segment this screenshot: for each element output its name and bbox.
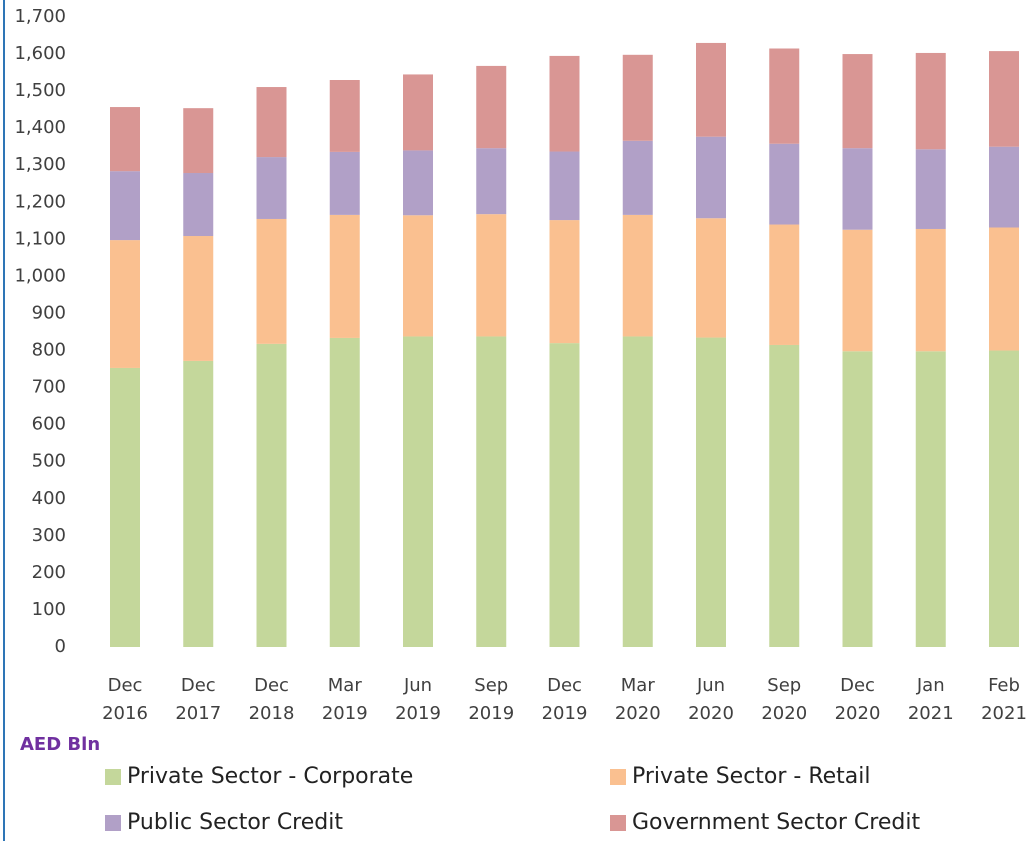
bar-segment [403,74,433,151]
y-tick-label: 1,700 [14,6,66,27]
x-tick-label: Dec 2017 [175,675,221,724]
bar-segment [549,55,580,152]
y-tick-label: 600 [32,414,66,435]
bar-segment [403,150,433,216]
bar-segment [256,218,287,344]
bar-segment [403,215,433,337]
x-tick-label: Mar 2020 [615,675,661,724]
y-tick-label: 0 [55,636,66,657]
bar-segment [842,54,873,149]
bar-segment [622,140,653,215]
bar-segment [329,80,360,152]
legend-swatch [610,769,626,785]
bar-segment [256,343,287,647]
bar-segment [915,149,946,229]
y-tick-label: 1,100 [14,228,66,249]
bar-segment [183,360,214,647]
y-tick-label: 500 [32,451,66,472]
bar-segment [989,51,1019,147]
legend-label: Government Sector Credit [632,810,920,835]
bar-segment [549,151,580,221]
bar-segment [842,351,873,647]
bar-segment [183,108,214,174]
x-tick-label: Dec 2018 [249,675,295,724]
y-tick-label: 300 [32,525,66,546]
bar-segment [110,367,140,647]
bar-segment [696,136,726,219]
bar-segment [110,107,140,172]
bar-segment [549,343,580,647]
bar-segment [256,157,287,219]
y-tick-label: 1,000 [14,265,66,286]
bar-segment [329,214,360,338]
y-unit: AED Bln [20,734,100,755]
bar-segment [696,42,726,137]
bar-segment [403,336,433,647]
bar-segment [329,337,360,647]
bar-segment [769,224,800,345]
y-tick-label: 100 [32,599,66,620]
bar-segment [769,344,800,647]
bar-segment [256,87,287,158]
bar-segment [476,336,507,647]
legend-label: Private Sector - Corporate [127,764,413,789]
bar-segment [989,146,1019,228]
bar-segment [915,228,946,352]
bar-segment [842,148,873,230]
bar-segment [622,214,653,337]
bar-segment [915,351,946,647]
x-tick-label: Sep 2019 [468,675,514,724]
y-tick-label: 800 [32,340,66,361]
bar-segment [110,171,140,241]
bar-segment [549,220,580,344]
bar-segment [989,227,1019,351]
bar-segment [696,218,726,338]
y-tick-label: 1,500 [14,80,66,101]
bar-segment [476,148,507,215]
bar-segment [476,214,507,337]
x-tick-label: Dec 2020 [835,675,881,724]
y-tick-label: 900 [32,302,66,323]
bar-segment [183,173,214,237]
bar-segment [915,52,946,150]
y-tick-label: 700 [32,377,66,398]
bar-segment [696,337,726,647]
y-tick-label: 1,200 [14,191,66,212]
legend-swatch [610,815,626,831]
bar-segment [989,350,1019,647]
bar-segment [183,236,214,361]
y-tick-label: 400 [32,488,66,509]
legend-label: Private Sector - Retail [632,764,871,789]
bar-segment [769,48,800,144]
x-tick-label: Jun 2019 [395,675,441,724]
bar-segment [110,240,140,368]
bar-segment [769,143,800,225]
bar-segment [329,151,360,215]
bar-segment [622,336,653,647]
legend-label: Public Sector Credit [127,810,343,835]
bar-segment [842,229,873,352]
legend-swatch [105,769,121,785]
y-tick-label: 1,600 [14,43,66,64]
x-tick-label: Feb 2021 [981,675,1027,724]
y-tick-label: 1,300 [14,154,66,175]
legend-swatch [105,815,121,831]
x-tick-label: Dec 2016 [102,675,148,724]
x-tick-label: Sep 2020 [761,675,807,724]
bar-segment [476,65,507,149]
x-tick-label: Jan 2021 [908,675,954,724]
x-tick-label: Mar 2019 [322,675,368,724]
y-tick-label: 200 [32,562,66,583]
bar-segment [622,54,653,141]
y-tick-label: 1,400 [14,117,66,138]
x-tick-label: Jun 2020 [688,675,734,724]
x-tick-label: Dec 2019 [542,675,588,724]
